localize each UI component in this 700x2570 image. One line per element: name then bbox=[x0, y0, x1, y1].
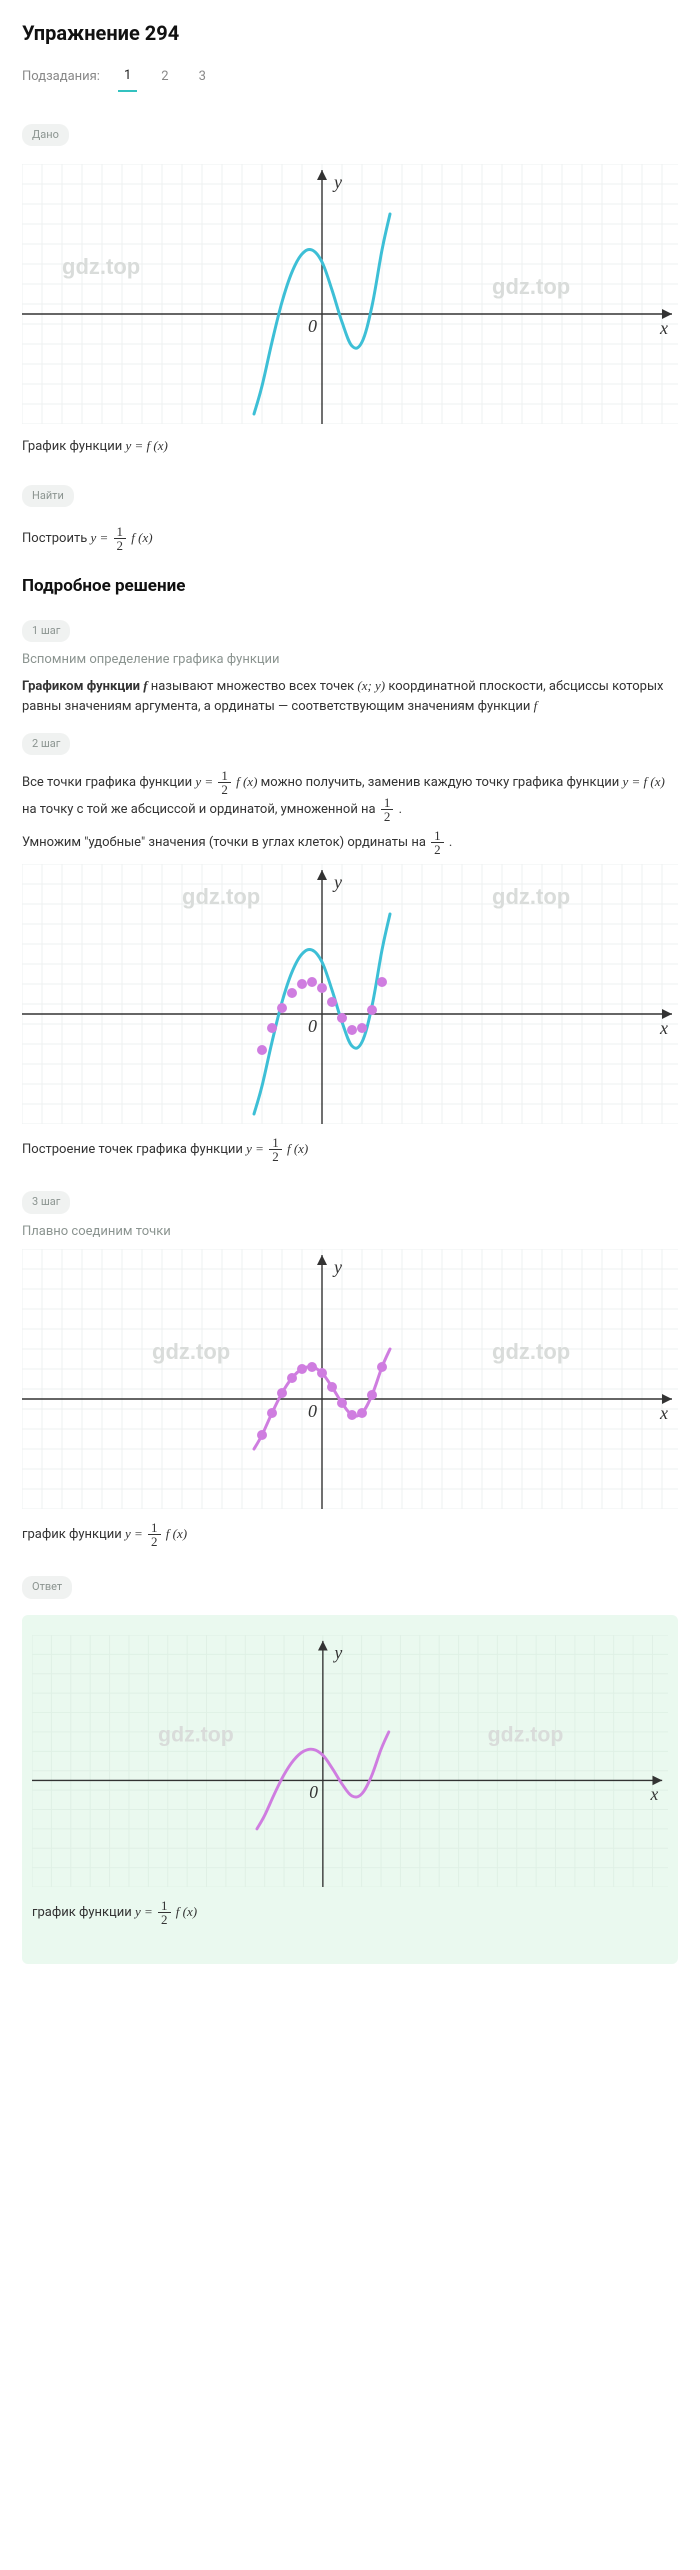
svg-text:0: 0 bbox=[308, 316, 317, 336]
svg-text:gdz.top: gdz.top bbox=[182, 884, 260, 909]
caption-step3: график функции y = 12 f (x) bbox=[22, 1521, 678, 1548]
svg-text:x: x bbox=[650, 1783, 659, 1803]
step3-lead: Плавно соединим точки bbox=[22, 1222, 678, 1242]
exercise-title: Упражнение 294 bbox=[22, 18, 678, 48]
svg-text:x: x bbox=[659, 318, 668, 338]
definition-paragraph: Графиком функции f называют множество вс… bbox=[22, 676, 678, 717]
svg-text:y: y bbox=[332, 1642, 342, 1662]
badge-answer: Ответ bbox=[22, 1576, 72, 1599]
step1-lead: Вспомним определение графика функции bbox=[22, 650, 678, 670]
badge-step-1: 1 шаг bbox=[22, 620, 70, 643]
caption-given-fn-text: График функции bbox=[22, 439, 125, 454]
badge-find: Найти bbox=[22, 485, 74, 508]
svg-text:0: 0 bbox=[308, 1401, 317, 1421]
caption-given-fn: График функции y = f (x) bbox=[22, 436, 678, 457]
caption-answer-text: график функции bbox=[32, 1905, 135, 1920]
tab-2[interactable]: 2 bbox=[155, 63, 174, 91]
svg-text:x: x bbox=[659, 1403, 668, 1423]
svg-text:gdz.top: gdz.top bbox=[492, 1339, 570, 1364]
badge-step-2: 2 шаг bbox=[22, 733, 70, 756]
svg-text:y: y bbox=[332, 1257, 342, 1277]
caption-step3-text: график функции bbox=[22, 1527, 125, 1542]
subtasks-row: Подзадания: 1 2 3 bbox=[22, 62, 678, 92]
caption-step2-text: Построение точек графика функции bbox=[22, 1142, 246, 1157]
math-xy-pair: (x; y) bbox=[357, 678, 385, 693]
step2-a1: Все точки графика функции bbox=[22, 775, 195, 790]
section-heading: Подробное решение bbox=[22, 574, 678, 600]
chart-step3: gdz.top gdz.top y x 0 bbox=[22, 1249, 678, 1509]
caption-find: Построить y = 12 f (x) bbox=[22, 525, 678, 552]
step2-para-a: Все точки графика функции y = 12 f (x) м… bbox=[22, 769, 678, 823]
def-tail-1: называют множество всех точек bbox=[151, 679, 358, 694]
chart-answer: gdz.top gdz.top y x 0 bbox=[32, 1635, 668, 1887]
step2-para-b: Умножим "удобные" значения (точки в угла… bbox=[22, 829, 678, 856]
tab-1[interactable]: 1 bbox=[118, 62, 137, 92]
step1-lead-text: Вспомним определение bbox=[22, 652, 173, 667]
svg-text:y: y bbox=[332, 172, 342, 192]
tab-3[interactable]: 3 bbox=[193, 63, 212, 91]
svg-text:0: 0 bbox=[309, 1781, 318, 1801]
svg-text:0: 0 bbox=[308, 1016, 317, 1036]
svg-text:gdz.top: gdz.top bbox=[488, 1722, 564, 1746]
svg-text:y: y bbox=[332, 872, 342, 892]
chart-given: gdz.top gdz.top y x 0 bbox=[22, 164, 678, 424]
svg-text:gdz.top: gdz.top bbox=[492, 274, 570, 299]
svg-text:gdz.top: gdz.top bbox=[62, 254, 140, 279]
answer-block: gdz.top gdz.top y x 0 график функции y = 12 … bbox=[22, 1615, 678, 1964]
svg-text:gdz.top: gdz.top bbox=[492, 884, 570, 909]
badge-step-3: 3 шаг bbox=[22, 1191, 70, 1214]
caption-find-text: Построить bbox=[22, 531, 91, 546]
svg-text:x: x bbox=[659, 1018, 668, 1038]
subtasks-label: Подзадания: bbox=[22, 67, 100, 87]
step2-b1: Умножим "удобные" значения (точки в угла… bbox=[22, 835, 429, 850]
chart-step2: gdz.top gdz.top y x 0 bbox=[22, 864, 678, 1124]
svg-text:gdz.top: gdz.top bbox=[152, 1339, 230, 1364]
badge-given: Дано bbox=[22, 124, 69, 147]
def-bold: Графиком функции bbox=[22, 679, 143, 694]
svg-text:gdz.top: gdz.top bbox=[158, 1722, 234, 1746]
math-y-eq-fx-1: y = f (x) bbox=[125, 438, 167, 453]
step1-lead-link[interactable]: графика функции bbox=[173, 652, 280, 667]
step2-a2: можно получить, заменив каждую точку гра… bbox=[261, 775, 623, 790]
step2-a3: на точку c той же абсциссой и ординатой,… bbox=[22, 802, 379, 817]
caption-step2: Построение точек графика функции y = 12 … bbox=[22, 1136, 678, 1163]
math-y-eq-half-fx-1: y = bbox=[91, 530, 112, 545]
caption-answer: график функции y = 12 f (x) bbox=[32, 1899, 668, 1926]
